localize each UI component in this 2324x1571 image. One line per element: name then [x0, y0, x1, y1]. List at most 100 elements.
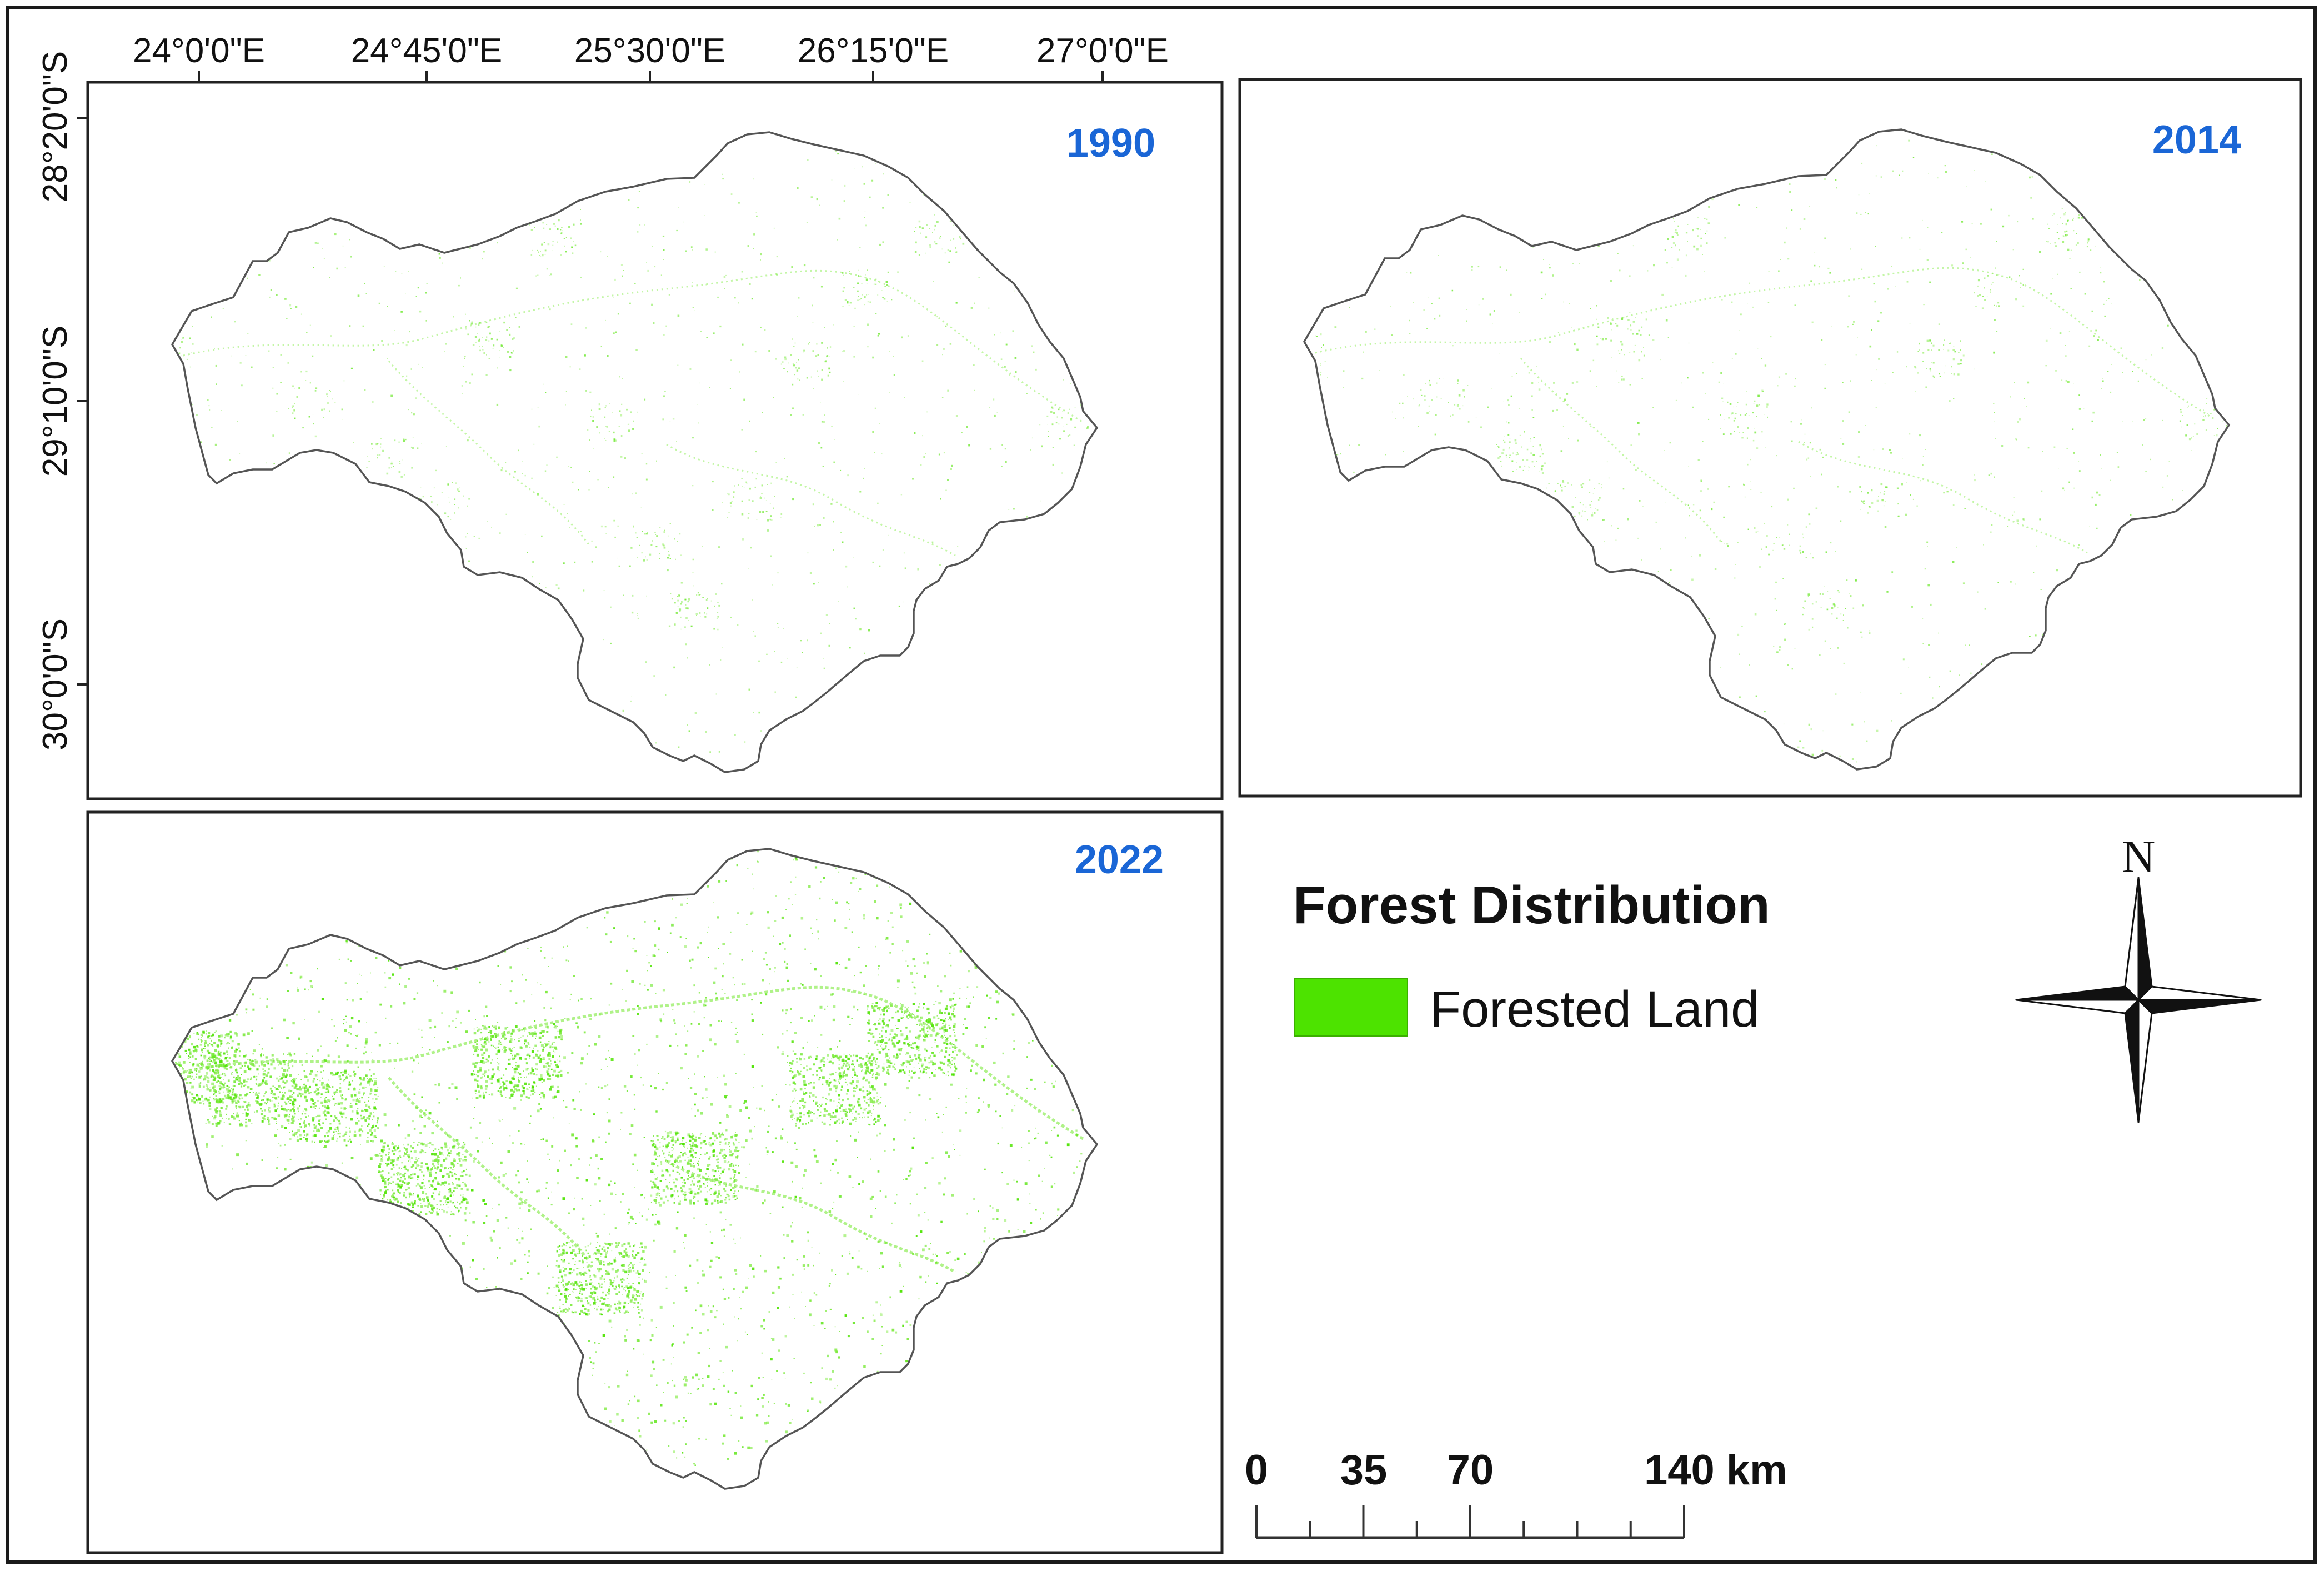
- forest-pixel: [2045, 365, 2047, 367]
- forest-pixel: [840, 532, 842, 533]
- forest-pixel: [613, 519, 615, 522]
- forest-pixel: [1621, 349, 1622, 351]
- forest-pixel: [655, 546, 658, 548]
- forest-pixel: [274, 1109, 277, 1112]
- forest-pixel: [676, 441, 677, 442]
- forest-pixel: [1902, 170, 1904, 172]
- forest-pixel: [909, 1012, 910, 1013]
- forest-pixel: [803, 1080, 806, 1083]
- forest-pixel: [1574, 515, 1576, 517]
- forest-pixel: [1860, 631, 1862, 633]
- forest-pixel: [275, 1088, 278, 1090]
- forest-pixel: [1799, 549, 1801, 552]
- forest-pixel: [222, 1084, 225, 1087]
- forest-pixel: [693, 1011, 695, 1013]
- forest-pixel: [266, 1098, 269, 1101]
- forest-pixel: [966, 426, 968, 428]
- forest-pixel: [458, 1184, 461, 1187]
- longitude-label-27-0: 27°0'0"E: [1036, 32, 1169, 70]
- forest-pixel: [1819, 593, 1821, 595]
- forest-pixel: [1979, 294, 1981, 296]
- forest-pixel: [783, 714, 785, 715]
- forest-pixel: [552, 997, 554, 999]
- forest-pixel: [2066, 448, 2068, 449]
- forest-pixel: [433, 487, 435, 489]
- forest-pixel: [1776, 609, 1777, 611]
- forest-pixel: [1692, 406, 1694, 408]
- forest-pixel: [403, 1147, 405, 1149]
- forest-pixel: [891, 299, 893, 301]
- forest-pixel: [1821, 339, 1823, 341]
- forest-pixel: [741, 429, 743, 431]
- forest-pixel: [847, 586, 848, 588]
- forest-pixel: [754, 351, 757, 353]
- forest-pixel: [1869, 630, 1870, 632]
- forest-pixel: [776, 256, 778, 258]
- forest-pixel: [228, 1019, 232, 1022]
- forest-pixel: [1811, 407, 1812, 409]
- forest-pixel: [1952, 349, 1955, 351]
- forest-pixel: [1062, 411, 1064, 412]
- forest-pixel: [974, 302, 975, 304]
- forest-pixel: [223, 1073, 226, 1075]
- forest-pixel: [1869, 632, 1871, 634]
- forest-pixel: [1426, 328, 1428, 329]
- forest-pixel: [739, 1297, 740, 1298]
- forest-pixel: [732, 1182, 733, 1184]
- forest-pixel: [940, 236, 941, 237]
- forest-pixel: [543, 242, 545, 243]
- forest-pixel: [688, 730, 690, 732]
- forest-pixel: [774, 651, 775, 652]
- forest-pixel: [785, 966, 788, 969]
- forest-pixel: [1853, 321, 1855, 323]
- forest-pixel: [792, 407, 794, 409]
- forest-pixel: [202, 1085, 205, 1088]
- forest-pixel: [381, 1151, 384, 1154]
- forest-pixel: [958, 1098, 960, 1099]
- forest-pixel: [595, 1351, 597, 1353]
- forest-pixel: [713, 332, 715, 334]
- forest-pixel: [1748, 415, 1750, 416]
- forest-pixel: [546, 268, 548, 270]
- forest-pixel: [2002, 225, 2005, 228]
- forest-pixel: [1596, 318, 1597, 320]
- forest-pixel: [572, 1099, 575, 1102]
- forest-pixel: [277, 1105, 279, 1107]
- forest-pixel: [434, 1037, 435, 1038]
- forest-pixel: [1865, 425, 1866, 426]
- forest-pixel: [457, 488, 459, 491]
- forest-pixel: [668, 551, 669, 552]
- forest-pixel: [1423, 309, 1425, 311]
- forest-pixel: [1624, 354, 1625, 356]
- forest-pixel: [507, 351, 509, 353]
- forest-pixel: [238, 1105, 242, 1109]
- forest-pixel: [334, 402, 336, 403]
- forest-pixel: [1984, 299, 1986, 301]
- forest-pixel: [1950, 342, 1951, 344]
- forest-pixel: [486, 336, 488, 338]
- forest-pixel: [478, 322, 480, 324]
- forest-pixel: [1567, 482, 1569, 484]
- forest-pixel: [419, 498, 420, 499]
- forest-pixel: [330, 335, 332, 337]
- forest-pixel: [596, 426, 598, 428]
- forest-pixel: [323, 417, 324, 418]
- forest-pixel: [1842, 620, 1844, 621]
- forest-pixel: [530, 254, 533, 256]
- forest-pixel: [735, 1164, 737, 1166]
- forest-pixel: [1320, 372, 1322, 373]
- forest-pixel: [408, 1175, 411, 1179]
- forest-pixel: [690, 1159, 692, 1162]
- forest-pixel: [1621, 318, 1624, 320]
- forest-pixel: [538, 1078, 542, 1081]
- forest-pixel: [2151, 354, 2152, 356]
- forest-pixel: [722, 502, 723, 503]
- forest-pixel: [505, 462, 507, 463]
- forest-pixel: [1599, 497, 1601, 499]
- forest-pixel: [1349, 307, 1350, 308]
- forest-pixel: [584, 1308, 587, 1310]
- forest-pixel: [1031, 345, 1033, 347]
- forest-pixel: [1524, 465, 1526, 467]
- forest-pixel: [858, 296, 859, 297]
- forest-pixel: [893, 374, 895, 376]
